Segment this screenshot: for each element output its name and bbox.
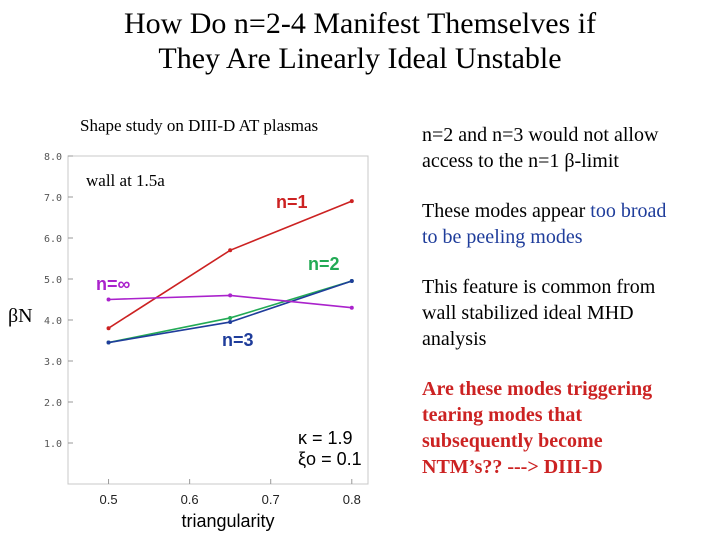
series-lines xyxy=(106,199,354,345)
title-line-1: How Do n=2-4 Manifest Themselves if xyxy=(123,7,597,40)
x-axis-label: triangularity xyxy=(181,511,274,531)
data-point xyxy=(228,315,233,320)
data-point xyxy=(106,297,111,302)
bullet-2-line-2: to be peeling modes xyxy=(422,226,583,248)
bullet-3-line-1: This feature is common from xyxy=(422,276,656,298)
x-tick-label: 0.6 xyxy=(181,492,199,507)
bullet-2-line-1: These modes appear too broad xyxy=(422,198,718,224)
data-point xyxy=(106,340,111,345)
bullet-3-line-2: wall stabilized ideal MHD xyxy=(422,302,634,324)
bullet-3: This feature is common from wall stabili… xyxy=(422,274,718,352)
chart-caption: Shape study on DIII-D AT plasmas xyxy=(80,116,319,135)
x-tick-label: 0.7 xyxy=(262,492,280,507)
data-point xyxy=(228,248,233,253)
bullet-4-line-4: NTM’s?? ---> DIII-D xyxy=(422,456,603,478)
bullet-1: n=2 and n=3 would not allow access to th… xyxy=(422,122,718,174)
slide-title: How Do n=2-4 Manifest Themselves if They… xyxy=(0,6,720,76)
bullet-4: Are these modes triggering tearing modes… xyxy=(422,376,718,480)
x-tick-label: 0.5 xyxy=(100,492,118,507)
bullet-1-line-2: access to the n=1 β-limit xyxy=(422,150,619,172)
y-tick-label: 1.0 xyxy=(44,439,62,450)
x-tick-label: 0.8 xyxy=(343,492,361,507)
series-label-n2: n=2 xyxy=(308,254,340,274)
y-tick-label: 5.0 xyxy=(44,275,62,286)
beta-n-chart: 1.0 2.0 3.0 4.0 5.0 6.0 7.0 8.0 0.5 0.6 0.7 0.8 wa… xyxy=(8,152,369,531)
y-tick-label: 8.0 xyxy=(44,152,62,163)
wall-annotation: wall at 1.5a xyxy=(86,171,165,190)
y-ticks: 1.0 2.0 3.0 4.0 5.0 6.0 7.0 8.0 xyxy=(44,152,73,450)
title-line-2: They Are Linearly Ideal Unstable xyxy=(158,42,562,75)
bullet-list: n=2 and n=3 would not allow access to th… xyxy=(422,122,718,504)
x-ticks: 0.5 0.6 0.7 0.8 xyxy=(100,479,361,507)
y-axis-label: βN xyxy=(8,305,33,327)
y-tick-label: 4.0 xyxy=(44,316,62,327)
bullet-2-highlight: too broad xyxy=(590,200,667,222)
series-label-n3: n=3 xyxy=(222,330,254,350)
xi-annotation: ξo = 0.1 xyxy=(298,449,362,469)
data-point xyxy=(349,199,354,204)
bullet-1-line-1: n=2 and n=3 would not allow xyxy=(422,124,659,146)
y-tick-label: 2.0 xyxy=(44,398,62,409)
y-tick-label: 7.0 xyxy=(44,193,62,204)
series-label-n1: n=1 xyxy=(276,192,308,212)
data-point xyxy=(106,326,111,331)
bullet-2-text: These modes appear xyxy=(422,200,591,222)
bullet-4-line-2: tearing modes that xyxy=(422,404,582,426)
bullet-3-line-3: analysis xyxy=(422,328,487,350)
kappa-annotation: κ = 1.9 xyxy=(298,428,353,448)
bullet-4-line-3: subsequently become xyxy=(422,430,603,452)
data-point xyxy=(228,293,233,298)
data-point xyxy=(228,320,233,325)
y-tick-label: 3.0 xyxy=(44,357,62,368)
bullet-2: These modes appear too broad to be peeli… xyxy=(422,198,718,250)
data-point xyxy=(349,279,354,284)
data-point xyxy=(349,305,354,310)
bullet-4-line-1: Are these modes triggering xyxy=(422,378,653,400)
series-label-ninf: n=∞ xyxy=(96,274,131,294)
y-tick-label: 6.0 xyxy=(44,234,62,245)
